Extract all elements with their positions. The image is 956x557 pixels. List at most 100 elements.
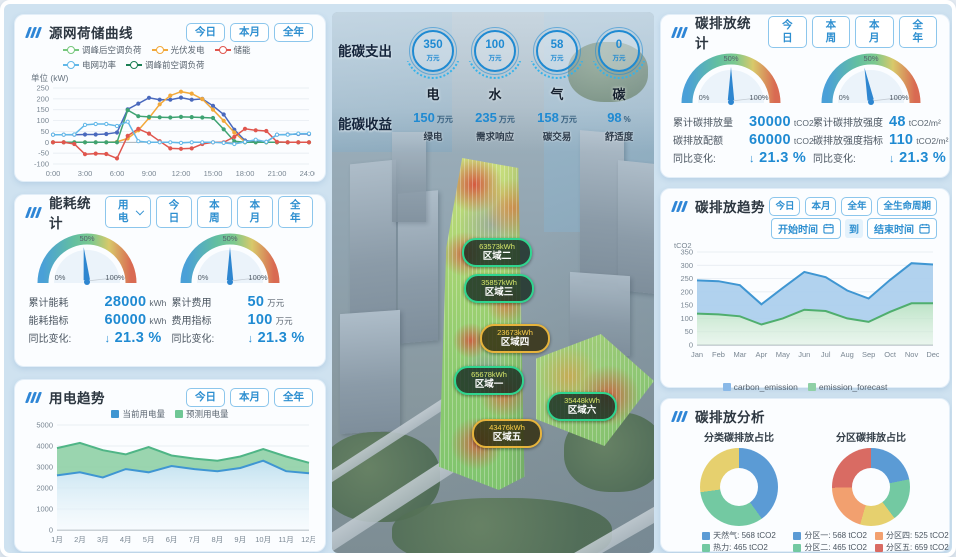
panel-title-icon bbox=[670, 26, 689, 38]
curve-range-buttons: 今日 本月 全年 bbox=[186, 22, 313, 42]
range-button[interactable]: 今日 bbox=[186, 387, 225, 407]
category-emission-donut bbox=[700, 448, 778, 526]
power-trend-chart: 5000 4000 3000 2000 1000 0 1月 2月 3月 4月 5月 6月 7月 8月 9月 1… bbox=[27, 420, 317, 553]
svg-text:Sep: Sep bbox=[862, 350, 875, 359]
svg-text:12月: 12月 bbox=[301, 535, 315, 544]
svg-text:2000: 2000 bbox=[36, 484, 53, 493]
legend-item: emission_forecast bbox=[807, 382, 887, 392]
end-date-placeholder: 结束时间 bbox=[874, 225, 914, 236]
svg-text:0: 0 bbox=[45, 138, 49, 147]
carbon-stats-range-buttons: 今日 本周 本月 全年 bbox=[768, 16, 937, 48]
range-button[interactable]: 本月 bbox=[237, 196, 273, 228]
svg-text:18:00: 18:00 bbox=[236, 169, 255, 178]
svg-text:3月: 3月 bbox=[97, 535, 109, 544]
zone-emission-donut bbox=[832, 448, 910, 526]
svg-text:10月: 10月 bbox=[255, 535, 271, 544]
range-button[interactable]: 全年 bbox=[277, 196, 313, 228]
start-date-input[interactable]: 开始时间 bbox=[771, 218, 841, 239]
curve-unit-label: 单位 (kW) bbox=[31, 73, 69, 83]
svg-text:9:00: 9:00 bbox=[142, 169, 157, 178]
svg-text:3:00: 3:00 bbox=[78, 169, 93, 178]
svg-text:6月: 6月 bbox=[166, 535, 178, 544]
stat-row: 能耗指标 60000 kWh bbox=[28, 312, 167, 328]
svg-text:200: 200 bbox=[680, 287, 693, 296]
energy-type-dropdown[interactable]: 用电 bbox=[104, 196, 152, 228]
carbon-gauge-2: 0% 50% 100% bbox=[813, 47, 949, 114]
expense-circle-电: 350 万元电 bbox=[402, 26, 464, 103]
svg-text:0%: 0% bbox=[699, 93, 710, 102]
range-button[interactable]: 今日 bbox=[768, 16, 807, 48]
range-button[interactable]: 今日 bbox=[769, 196, 801, 216]
range-button[interactable]: 全生命周期 bbox=[877, 196, 937, 216]
stat-row: 累计碳排放量 30000 tCO2 bbox=[673, 114, 814, 130]
range-button[interactable]: 全年 bbox=[274, 22, 313, 42]
carbon-gauge-block-1: 0% 50% 100% 累计碳排放量 30000 tCO2 碳排放配额 60000 tCO… bbox=[673, 47, 814, 168]
curve-legend: 调峰后空调负荷 光伏发电 储能 电网功率 调峰前空调负荷 bbox=[63, 44, 303, 71]
zone-marker[interactable]: 63573kWh 区域二 bbox=[462, 238, 532, 267]
range-button[interactable]: 本月 bbox=[230, 387, 269, 407]
svg-text:50%: 50% bbox=[222, 234, 237, 243]
svg-text:50%: 50% bbox=[723, 54, 738, 63]
zone-marker[interactable]: 23673kWh 区域四 bbox=[480, 324, 550, 353]
svg-text:100%: 100% bbox=[248, 273, 268, 282]
range-button[interactable]: 全年 bbox=[898, 16, 937, 48]
chevron-down-icon bbox=[135, 206, 144, 216]
panel-title-icon bbox=[24, 26, 43, 38]
zone-marker[interactable]: 35448kWh 区域六 bbox=[547, 392, 617, 421]
calendar-icon bbox=[919, 223, 930, 234]
svg-text:Dec: Dec bbox=[926, 350, 939, 359]
range-button[interactable]: 今日 bbox=[156, 196, 192, 228]
range-button[interactable]: 本周 bbox=[196, 196, 233, 228]
svg-text:0%: 0% bbox=[54, 273, 65, 282]
range-button[interactable]: 本月 bbox=[805, 196, 837, 216]
zone-marker[interactable]: 35857kWh 区域三 bbox=[464, 274, 534, 303]
donut-legend-item: 天然气: 568 tCO2 bbox=[702, 531, 776, 542]
svg-text:Feb: Feb bbox=[712, 350, 725, 359]
start-date-placeholder: 开始时间 bbox=[778, 225, 818, 236]
energy-type-dropdown-label: 用电 bbox=[118, 199, 129, 224]
range-button[interactable]: 全年 bbox=[841, 196, 873, 216]
range-button[interactable]: 本月 bbox=[230, 22, 269, 42]
panel-source-grid-curve: 源网荷储曲线 今日 本月 全年 调峰后空调负荷 光伏发电 储能 电网功率 调峰前空调负荷 单… bbox=[14, 14, 326, 182]
svg-text:8月: 8月 bbox=[212, 535, 224, 544]
stat-row: 累计能耗 28000 kWh bbox=[28, 294, 167, 310]
zone-marker[interactable]: 65678kWh 区域一 bbox=[454, 366, 524, 395]
category-donut-title: 分类碳排放占比 bbox=[704, 433, 774, 444]
power-trend-range-buttons: 今日 本月 全年 bbox=[186, 387, 313, 407]
svg-text:1000: 1000 bbox=[36, 505, 53, 514]
svg-text:100%: 100% bbox=[749, 93, 769, 102]
svg-text:5月: 5月 bbox=[143, 535, 155, 544]
range-button[interactable]: 今日 bbox=[186, 22, 225, 42]
svg-text:0%: 0% bbox=[197, 273, 208, 282]
svg-text:6:00: 6:00 bbox=[110, 169, 125, 178]
svg-text:100%: 100% bbox=[105, 273, 125, 282]
page-title-carbon-trend: 碳排放趋势 bbox=[695, 200, 765, 215]
svg-text:24:00: 24:00 bbox=[300, 169, 315, 178]
range-button[interactable]: 本月 bbox=[855, 16, 894, 48]
zone-marker[interactable]: 43476kWh 区域五 bbox=[472, 419, 542, 448]
svg-text:9月: 9月 bbox=[234, 535, 246, 544]
range-button[interactable]: 全年 bbox=[274, 387, 313, 407]
legend-item: 电网功率 bbox=[63, 59, 116, 71]
svg-text:250: 250 bbox=[36, 84, 49, 93]
legend-item: 预测用电量 bbox=[175, 408, 229, 420]
svg-text:Apr: Apr bbox=[756, 350, 768, 359]
income-item: 150 万元 绿电 bbox=[413, 110, 453, 144]
city-building bbox=[350, 159, 396, 335]
svg-text:0: 0 bbox=[689, 341, 693, 350]
svg-text:May: May bbox=[776, 350, 790, 359]
range-button[interactable]: 本周 bbox=[811, 16, 851, 48]
svg-text:Jan: Jan bbox=[691, 350, 703, 359]
legend-item: 光伏发电 bbox=[151, 44, 205, 56]
zone-donut-title: 分区碳排放占比 bbox=[836, 433, 906, 444]
end-date-input[interactable]: 结束时间 bbox=[867, 218, 937, 239]
income-item: 235 万元 需求响应 bbox=[475, 110, 515, 144]
svg-text:50%: 50% bbox=[79, 234, 94, 243]
carbon-gauge-block-2: 0% 50% 100% 累计碳排放强度 48 tCO2/m² 碳排放强度指标 110 tC… bbox=[813, 47, 949, 168]
svg-text:100: 100 bbox=[36, 116, 49, 125]
svg-text:4月: 4月 bbox=[120, 535, 132, 544]
